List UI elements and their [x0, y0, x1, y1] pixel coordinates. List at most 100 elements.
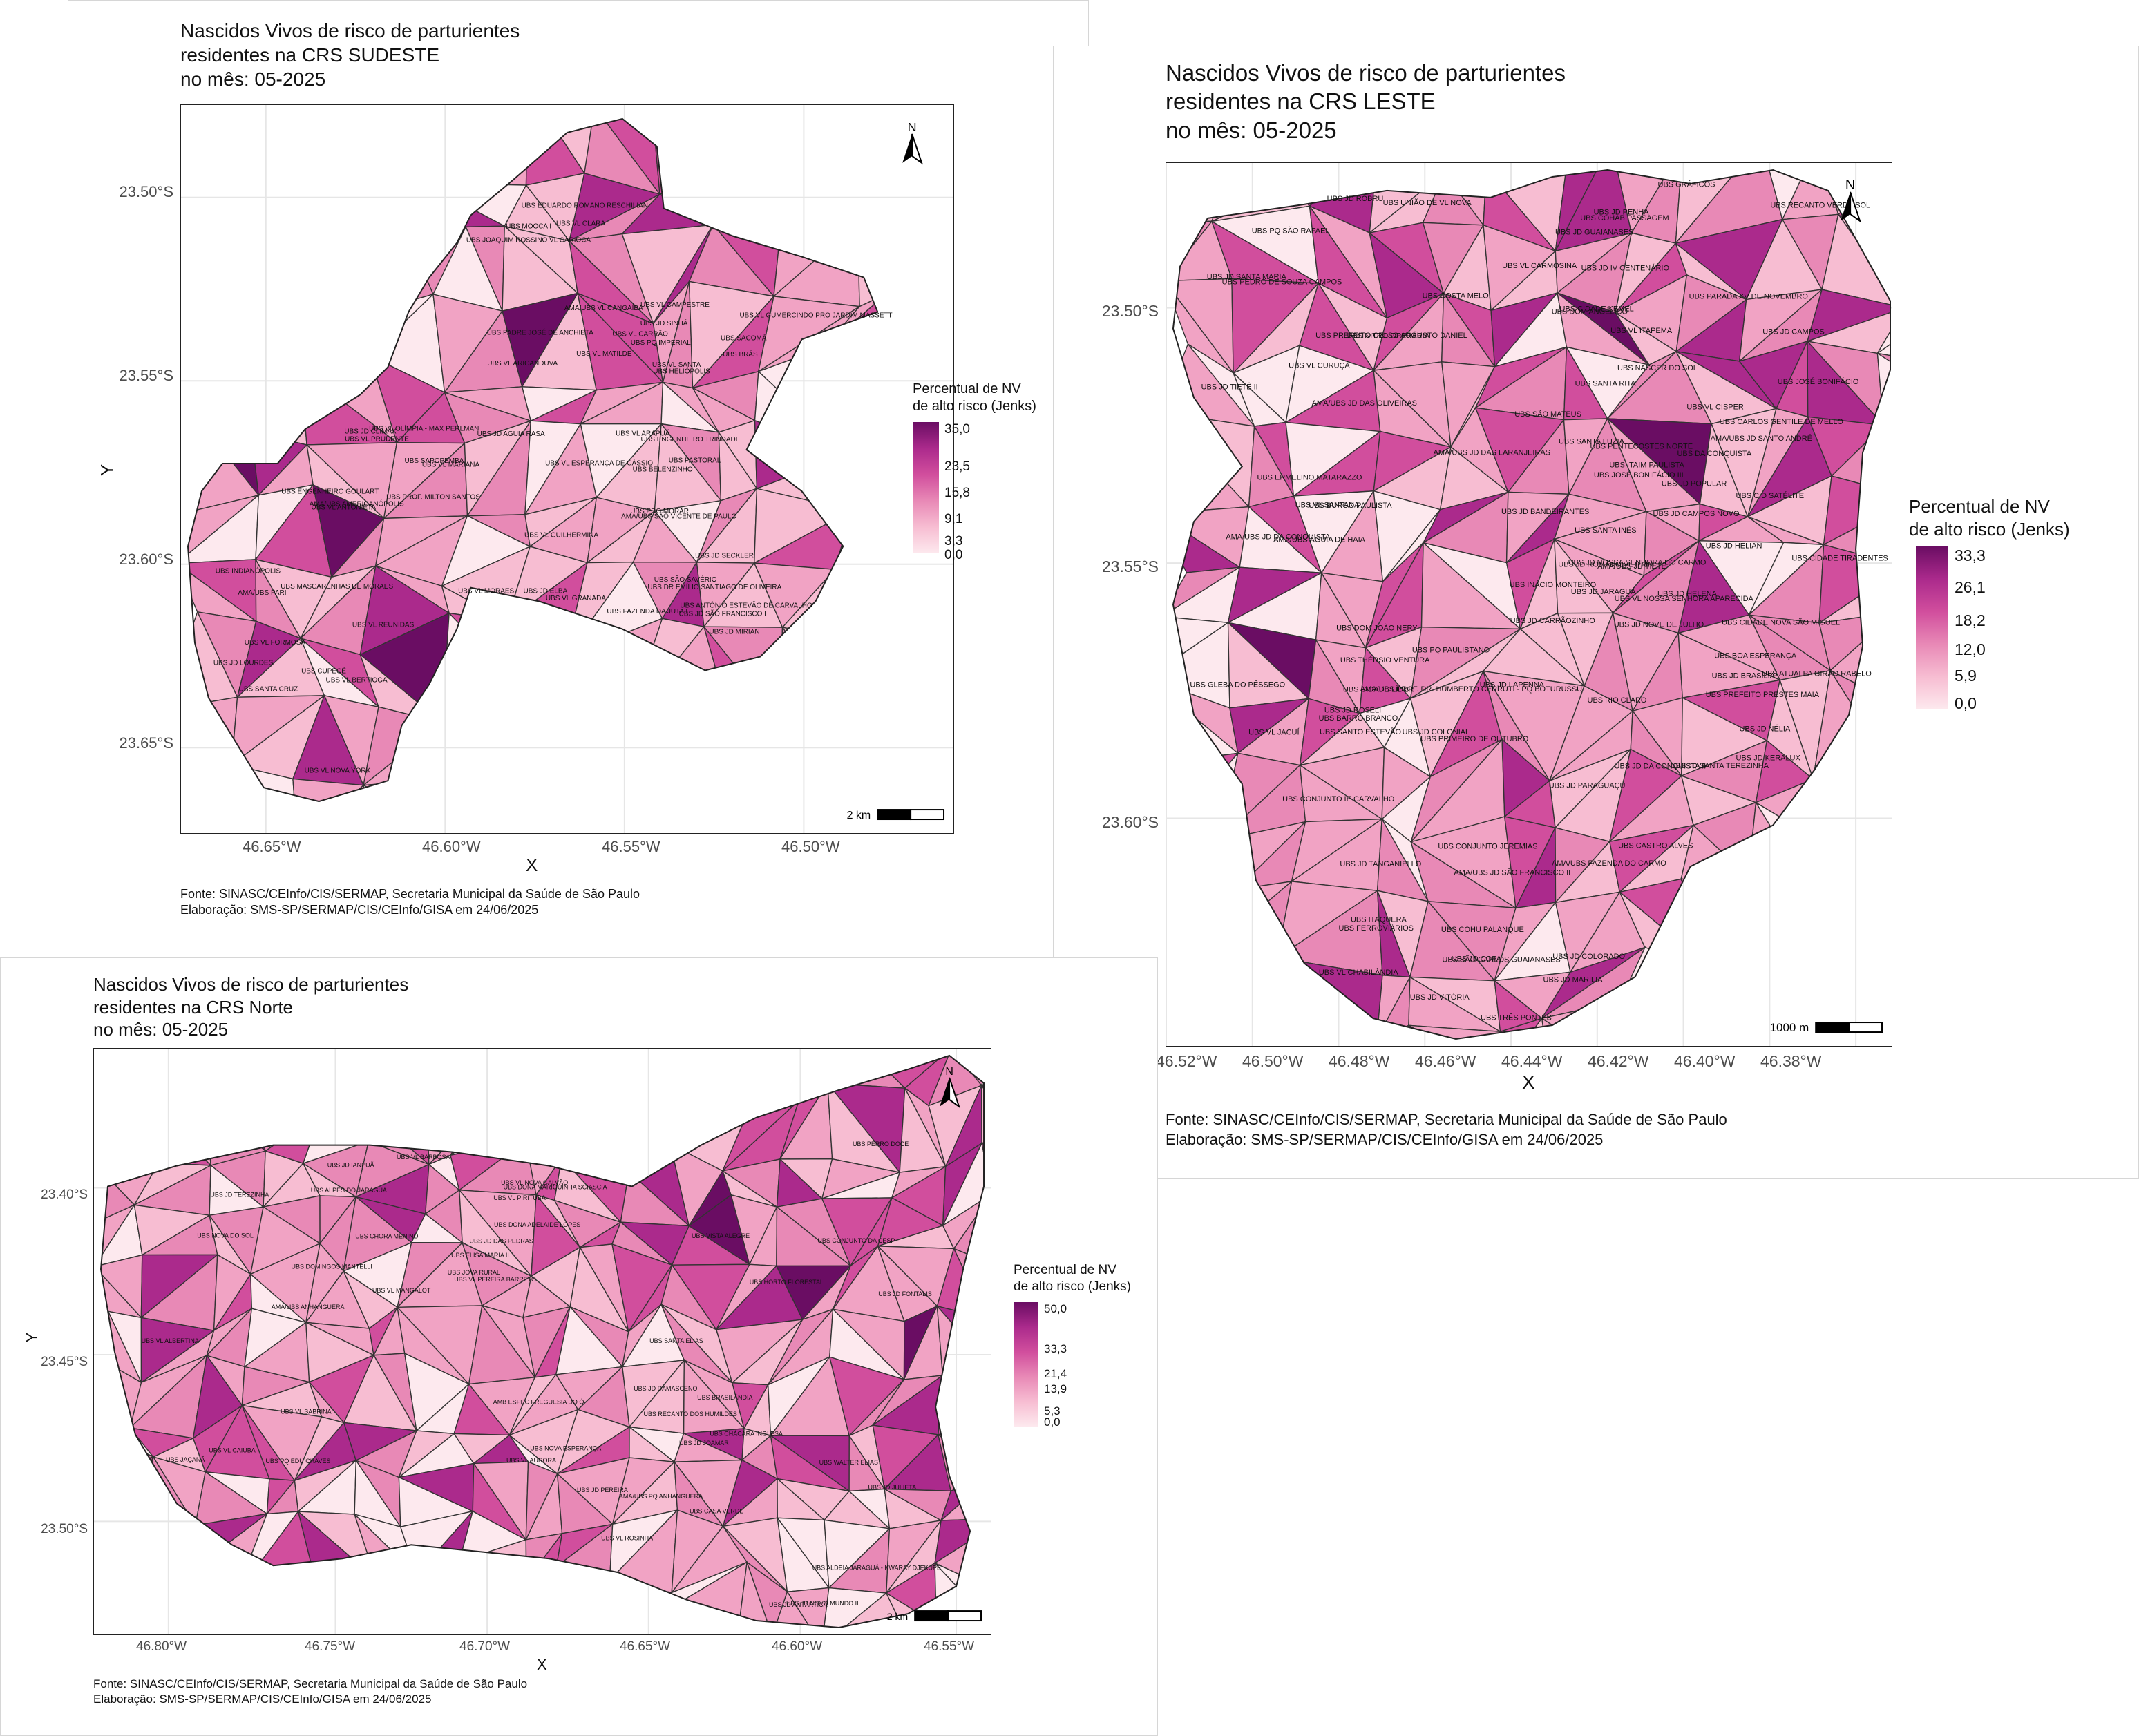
unit-polygon [397, 172, 466, 227]
legend-value: 23,5 [944, 459, 970, 474]
unit-polygon [625, 1055, 680, 1095]
unit-label: UBS JD CAMPOS NOVO [1653, 510, 1740, 518]
svg-text:N: N [1845, 178, 1855, 193]
unit-polygon [796, 162, 859, 225]
unit-label: UBS JD IV CENTENÁRIO [1581, 264, 1669, 273]
map-title: Nascidos Vivos de risco de parturientes … [93, 973, 408, 1041]
unit-label: UBS JD MARILIA [1543, 975, 1604, 984]
unit-polygon [204, 1055, 269, 1099]
unit-polygons [181, 118, 953, 833]
unit-polygons [100, 1055, 991, 1634]
unit-label: UBS JD SECKLER [695, 552, 754, 560]
unit-polygon [672, 1055, 745, 1121]
unit-polygon [788, 1055, 828, 1085]
map-title-line: no mês: 05-2025 [180, 68, 326, 90]
unit-polygon [452, 1055, 531, 1114]
scale-label: 2 km [887, 1611, 908, 1622]
unit-polygon [415, 1561, 461, 1628]
unit-polygon [205, 1096, 267, 1153]
unit-label: UBS VL CAIUBA [209, 1447, 255, 1453]
y-axis-label: Y [23, 1332, 41, 1343]
unit-label: UBS JD COLONIAL [1403, 728, 1470, 736]
unit-polygon [709, 748, 779, 802]
unit-polygon [710, 747, 771, 802]
unit-label: UBS BRÁS [723, 351, 758, 359]
unit-polygon [1710, 971, 1751, 1040]
unit-label: UBS VL ARAPUÃ [616, 430, 670, 437]
y-tick-label: 23.60°S [1101, 813, 1159, 831]
unit-polygon [431, 759, 514, 802]
y-tick-label: 23.55°S [1101, 557, 1159, 575]
unit-label: UBS VL CISPER [1686, 403, 1744, 412]
unit-label: UBS JD ROSELI [1324, 706, 1381, 714]
unit-label: UBS CIDADE NOVA SÃO MIGUEL [1722, 618, 1840, 627]
unit-polygon [181, 816, 260, 833]
unit-polygon [164, 1055, 218, 1100]
unit-label: UBS UNIÃO DE VL NOVA [1383, 198, 1472, 207]
map-panel-leste: Nascidos Vivos de risco de parturientes … [1053, 46, 2139, 1179]
unit-label: UBS JD FONTALIS [878, 1290, 932, 1297]
unit-label: AMA/UBS JD SÃO FRANCISCO II [1454, 868, 1570, 877]
unit-polygon [266, 1055, 322, 1114]
legend-title: Percentual de NV de alto risco (Jenks) [913, 381, 1036, 415]
unit-label: UBS BOA ESPERANÇA [1714, 651, 1797, 660]
unit-label: AMB ESPEC FREGUESIA DO Ó [493, 1398, 584, 1405]
source-line: Fonte: SINASC/CEInfo/CIS/SERMAP, Secreta… [93, 1677, 528, 1690]
unit-polygon [269, 1615, 319, 1628]
unit-polygon [1888, 939, 1891, 1025]
unit-label: UBS HORTO FLORESTAL [750, 1279, 824, 1286]
region-outline [1172, 169, 1892, 1040]
unit-polygon [560, 1093, 629, 1173]
unit-label: UBS DOMINGOS MANTELLI [292, 1263, 372, 1270]
unit-label: UBS JD BANDEIRANTES [1501, 508, 1589, 516]
unit-polygon [1172, 411, 1255, 508]
unit-polygon [187, 155, 243, 246]
unit-polygon [1815, 973, 1890, 1017]
unit-label: UBS JD HELENA [1657, 590, 1718, 598]
unit-label: UBS PREFEITO PRESTES MAIA [1706, 691, 1820, 699]
unit-polygon [938, 1374, 985, 1435]
unit-polygon [1172, 751, 1239, 841]
unit-polygon [980, 1190, 985, 1261]
unit-label: UBS JD SANTA TEREZINHA [1671, 762, 1769, 770]
unit-polygon [357, 118, 424, 184]
unit-label: UBS JD JULIETA [868, 1484, 916, 1491]
unit-label: UBS VL ANTONIETA [312, 504, 377, 511]
unit-label: UBS SAPOPEMBA [405, 457, 464, 465]
unit-label: UBS CIDADE LÍDER [1343, 685, 1414, 694]
unit-polygon [771, 1590, 823, 1628]
unit-label: UBS DR EMÍLIO SANTIAGO DE OLIVEIRA [647, 584, 781, 591]
unit-label: UBS PRIMEIRO DE OUTUBRO [1420, 735, 1528, 743]
unit-label: UBS CASA VERDE [690, 1508, 743, 1515]
unit-label: UBS PENTECOSTES NORTE [1590, 442, 1693, 450]
unit-polygon [226, 285, 301, 387]
y-tick-label: 23.50°S [119, 183, 173, 200]
unit-polygon [372, 1573, 430, 1628]
unit-polygon [825, 772, 878, 802]
unit-label: UBS JD JOAMAR [679, 1440, 729, 1447]
unit-label: UBS VL ESPERANÇA DE CÁSSIO [545, 460, 653, 468]
unit-polygon [909, 773, 953, 833]
unit-label: UBS VL MANGALOT [372, 1287, 431, 1294]
legend-value: 9,1 [944, 512, 963, 526]
unit-polygon [634, 824, 725, 833]
unit-polygon [781, 627, 857, 711]
unit-label: UBS JD MIRIAN [709, 628, 759, 636]
unit-polygon [1805, 882, 1874, 975]
region-outline [187, 117, 879, 803]
unit-polygon [499, 764, 586, 802]
unit-polygon [481, 1629, 533, 1634]
legend-value: 33,3 [1955, 546, 1986, 564]
unit-label: UBS DONA MARIQUINHA SCIASCIA [504, 1183, 607, 1190]
unit-polygon [292, 1623, 374, 1628]
unit-label: UBS SANTA ELIAS [649, 1337, 703, 1344]
legend-color-bar [913, 422, 939, 553]
unit-polygon [557, 721, 653, 766]
unit-polygon [987, 1311, 991, 1371]
unit-label: UBS JD SÃO FRANCISCO I [679, 610, 766, 618]
unit-label: UBS RECANTO DOS HUMILDES [643, 1411, 736, 1418]
unit-polygon [1755, 802, 1825, 885]
unit-polygon [1172, 833, 1238, 891]
unit-label: UBS JD SINHÁ [640, 320, 688, 327]
unit-label: UBS VL REUNIDAS [352, 621, 415, 629]
